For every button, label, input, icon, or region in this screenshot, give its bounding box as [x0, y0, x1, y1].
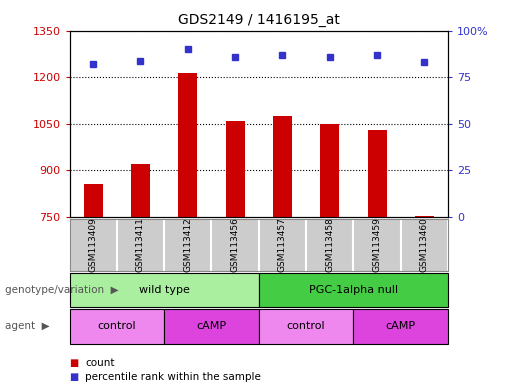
Bar: [320, 124, 339, 217]
Bar: [70, 309, 164, 344]
Text: cAMP: cAMP: [386, 321, 416, 331]
Text: ■: ■: [70, 372, 79, 382]
Bar: [70, 273, 259, 307]
Text: GSM113412: GSM113412: [183, 217, 192, 272]
Text: GSM113460: GSM113460: [420, 217, 429, 272]
Text: GSM113459: GSM113459: [372, 217, 382, 272]
Text: GSM113411: GSM113411: [136, 217, 145, 272]
Text: control: control: [287, 321, 325, 331]
Text: agent  ▶: agent ▶: [5, 321, 50, 331]
Text: genotype/variation  ▶: genotype/variation ▶: [5, 285, 119, 295]
Text: GSM113458: GSM113458: [325, 217, 334, 272]
Text: ■: ■: [70, 358, 79, 368]
Bar: [415, 216, 434, 217]
Bar: [259, 309, 353, 344]
Bar: [131, 164, 150, 217]
Text: cAMP: cAMP: [196, 321, 227, 331]
Text: PGC-1alpha null: PGC-1alpha null: [309, 285, 398, 295]
Bar: [178, 73, 197, 217]
Text: GSM113409: GSM113409: [89, 217, 98, 272]
Text: count: count: [85, 358, 114, 368]
Title: GDS2149 / 1416195_at: GDS2149 / 1416195_at: [178, 13, 340, 27]
Text: GSM113457: GSM113457: [278, 217, 287, 272]
Bar: [84, 184, 102, 217]
Text: wild type: wild type: [139, 285, 190, 295]
Bar: [273, 116, 292, 217]
Bar: [259, 273, 448, 307]
Text: control: control: [97, 321, 136, 331]
Bar: [226, 121, 245, 217]
Bar: [353, 309, 448, 344]
Bar: [368, 130, 387, 217]
Text: GSM113456: GSM113456: [231, 217, 239, 272]
Bar: [164, 309, 259, 344]
Text: percentile rank within the sample: percentile rank within the sample: [85, 372, 261, 382]
